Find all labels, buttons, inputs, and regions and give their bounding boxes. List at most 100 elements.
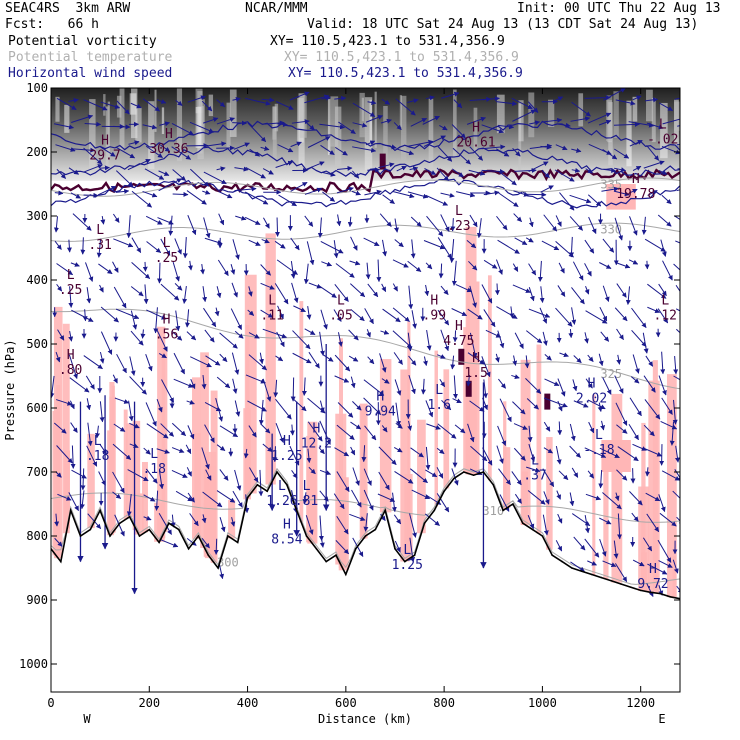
pv-shade-plume — [359, 403, 368, 539]
tropopause-streak — [364, 97, 373, 171]
low-marker: L — [96, 223, 104, 238]
extremum-value: -.02 — [647, 132, 678, 147]
tropopause-streak — [496, 94, 505, 134]
wind-vector — [100, 146, 116, 157]
wind-vector — [56, 97, 77, 111]
wind-vector — [644, 399, 661, 420]
legend-wind-xy: XY= 110.5,423.1 to 531.4,356.9 — [288, 66, 523, 81]
wind-vector — [189, 168, 210, 187]
wind-vector — [275, 101, 294, 110]
wind-vector — [439, 379, 446, 388]
wind-vector — [319, 400, 325, 413]
wind-vector — [381, 378, 390, 384]
wind-vector — [514, 237, 528, 246]
wind-vector — [393, 352, 403, 365]
terrain-point — [276, 471, 278, 473]
wind-vector — [568, 329, 574, 339]
extremum-value: 2.02 — [576, 392, 607, 407]
extremum-value: .80 — [59, 363, 82, 378]
wind-vector — [171, 469, 188, 478]
init-time: Init: 00 UTC Thu 22 Aug 13 — [517, 1, 721, 16]
wind-vector — [454, 424, 466, 434]
wind-vector — [408, 355, 417, 366]
wind-vector — [571, 287, 585, 305]
wind-vector — [378, 162, 395, 169]
terrain-point — [69, 509, 72, 512]
wind-vector — [350, 446, 356, 456]
wind-vector — [70, 262, 80, 267]
wind-vector — [394, 239, 404, 248]
wind-vector — [83, 355, 103, 370]
x-axis-title: Distance (km) — [318, 712, 412, 726]
wind-vector — [409, 513, 417, 538]
wind-vector — [349, 260, 361, 266]
wind-vector — [158, 470, 164, 490]
wind-vector — [215, 397, 224, 422]
pv-shade-plume — [123, 409, 128, 520]
wind-vector — [527, 101, 539, 113]
wind-vector — [51, 375, 55, 399]
wind-vector — [214, 307, 220, 317]
wind-vector — [204, 329, 215, 343]
wind-vector — [646, 513, 660, 533]
wind-vector — [525, 237, 534, 243]
wind-vector — [351, 190, 361, 196]
wind-vector — [588, 216, 597, 234]
wind-vector — [322, 354, 334, 362]
wind-vector — [572, 379, 578, 392]
wind-vector — [674, 445, 680, 463]
low-marker: L — [67, 268, 75, 283]
wind-vector — [319, 469, 332, 476]
wind-vector — [613, 167, 627, 173]
pv-shade-plume — [299, 301, 304, 523]
wind-vector — [495, 259, 503, 275]
wind-vector — [205, 355, 221, 366]
y-tick-label: 300 — [26, 209, 48, 223]
wind-vector — [407, 260, 422, 272]
wind-vector — [86, 287, 92, 304]
theta-contour-line — [51, 467, 680, 585]
wind-vector — [338, 121, 356, 135]
y-tick-label: 500 — [26, 337, 48, 351]
terrain-point — [580, 570, 583, 572]
terrain-point — [138, 535, 141, 537]
wind-vector — [337, 165, 353, 171]
wind-vector — [587, 470, 595, 479]
wind-vector — [318, 515, 324, 541]
wind-vector — [261, 97, 275, 103]
wind-vector — [527, 425, 533, 443]
high-marker: H — [312, 421, 320, 436]
wind-vector — [439, 125, 448, 131]
wind-vector — [395, 402, 401, 427]
wind-vector — [113, 286, 127, 309]
wind-vector — [528, 161, 549, 173]
wind-vector — [645, 492, 661, 502]
wind-vector — [601, 186, 619, 192]
wind-vector — [555, 445, 562, 465]
terrain-point — [89, 528, 92, 531]
low-marker: L — [94, 434, 102, 449]
wind-vector — [645, 355, 654, 367]
wind-vector — [599, 262, 612, 269]
wind-vector — [171, 122, 194, 136]
low-marker: L — [337, 293, 345, 308]
wind-vector — [244, 191, 269, 205]
wind-vector — [643, 424, 655, 437]
wind-vector — [145, 145, 163, 159]
tropopause-streak — [548, 99, 555, 127]
wind-vector — [334, 375, 350, 383]
wind-vector — [495, 101, 518, 106]
low-marker: L — [661, 293, 669, 308]
terrain-point — [168, 522, 170, 524]
wind-vector — [57, 329, 65, 341]
wind-vector — [304, 187, 323, 195]
terrain-point — [236, 541, 239, 544]
wind-vector — [409, 537, 416, 563]
wind-vector — [436, 447, 445, 455]
wind-vector — [481, 144, 506, 150]
wind-vector — [203, 141, 227, 147]
x-axis-east-label: E — [658, 712, 665, 726]
terrain-point — [453, 477, 455, 480]
wind-vector — [512, 109, 537, 122]
wind-vector — [557, 285, 566, 297]
